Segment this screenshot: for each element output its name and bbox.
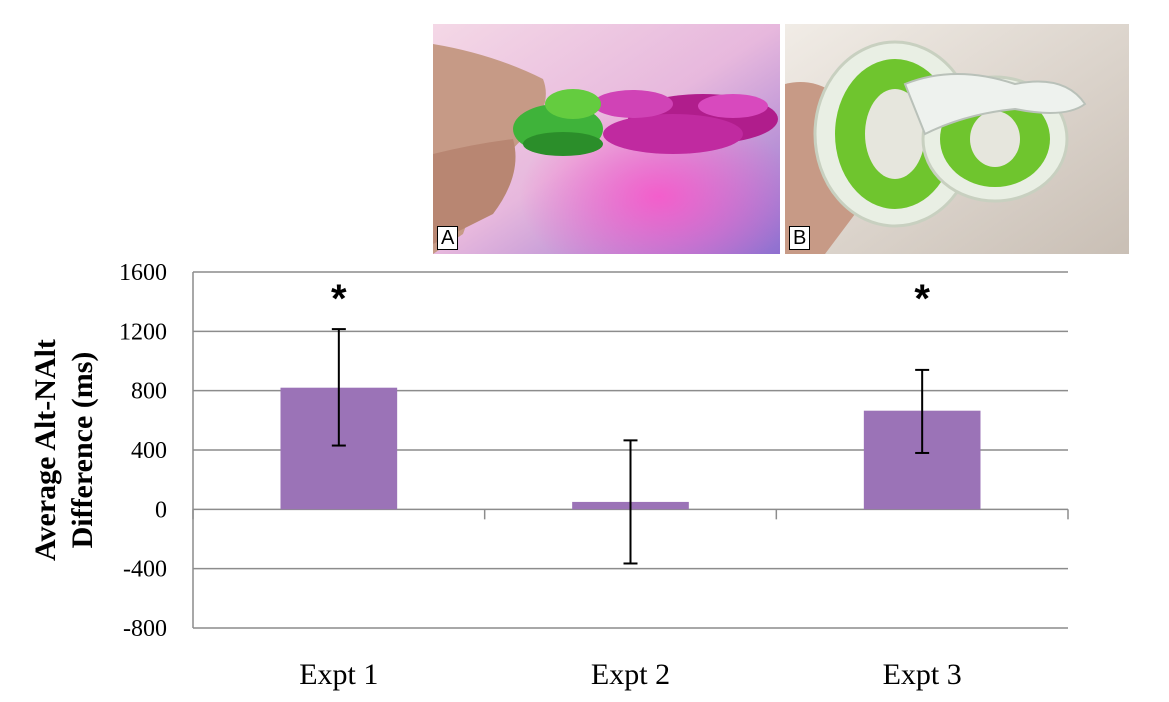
y-tick-label: 400 <box>131 438 167 464</box>
y-tick-label: 1200 <box>119 319 167 345</box>
photo-a: A <box>433 24 780 254</box>
teether-pacifier-image <box>785 24 1129 254</box>
significance-marker: * <box>914 277 930 321</box>
photo-a-label: A <box>437 226 459 250</box>
y-tick-label: -400 <box>123 557 167 583</box>
x-category-label: Expt 3 <box>883 658 962 691</box>
y-tick-label: -800 <box>123 616 167 642</box>
photo-b: B <box>785 24 1129 254</box>
y-axis-label: Difference (ms) <box>66 352 99 549</box>
y-tick-label: 800 <box>131 379 167 405</box>
significance-marker: * <box>331 277 347 321</box>
y-tick-label: 0 <box>155 497 167 523</box>
x-category-label: Expt 1 <box>299 658 378 691</box>
y-axis-label: Average Alt-NAlt <box>29 339 62 561</box>
teether-grape-image <box>433 24 780 254</box>
y-tick-label: 1600 <box>119 260 167 286</box>
photo-b-label: B <box>789 226 811 250</box>
x-category-label: Expt 2 <box>591 658 670 691</box>
